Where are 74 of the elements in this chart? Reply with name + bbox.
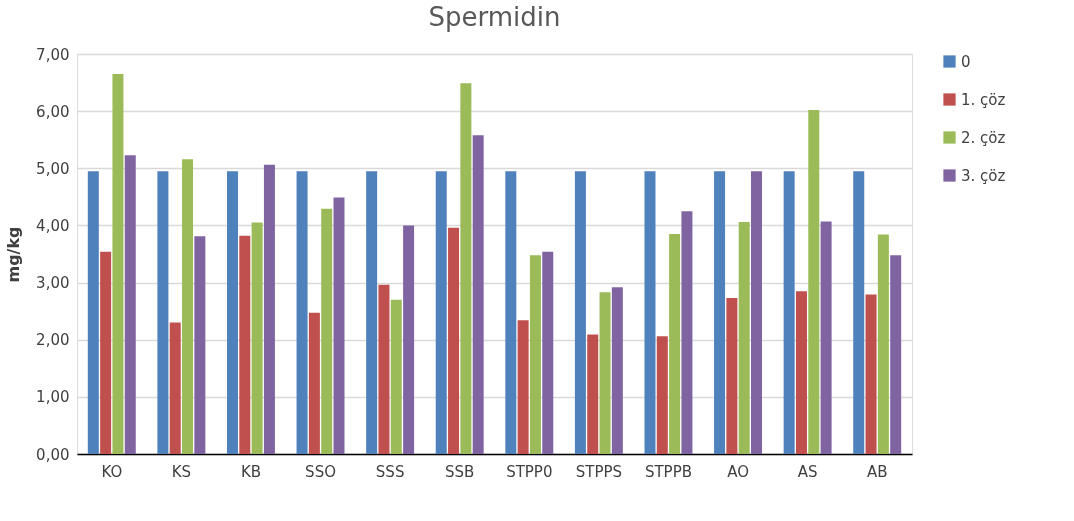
legend-label: 0: [961, 52, 971, 71]
x-tick-label: AB: [866, 462, 888, 481]
y-tick-label: 6,00: [36, 102, 70, 121]
y-tick-label: 7,00: [36, 45, 70, 64]
y-tick-label: 3,00: [36, 274, 70, 293]
bar: [808, 110, 820, 454]
bar: [239, 235, 251, 454]
bar: [263, 164, 275, 454]
bar: [542, 251, 554, 454]
bar: [157, 171, 169, 454]
x-tick-label: AS: [797, 462, 818, 481]
bar: [226, 171, 238, 454]
bar: [112, 74, 124, 454]
x-tick-label: KO: [101, 462, 123, 481]
bar: [783, 171, 795, 454]
bar: [308, 312, 320, 454]
bar: [726, 298, 738, 454]
bar: [333, 197, 345, 454]
bar: [738, 222, 750, 454]
bar: [669, 234, 681, 454]
bar: [853, 171, 865, 454]
bar: [517, 320, 529, 454]
y-tick-label: 2,00: [36, 331, 70, 350]
x-tick-label: STPP0: [506, 462, 553, 481]
x-tick-label: SSS: [375, 462, 405, 481]
x-tick-label: KB: [240, 462, 262, 481]
bar: [529, 255, 541, 454]
bar: [472, 135, 484, 454]
bar: [877, 234, 889, 454]
x-tick-label: STPPB: [644, 462, 692, 481]
bar: [820, 221, 832, 454]
y-axis-title: mg/kg: [4, 226, 24, 283]
bar: [611, 287, 623, 454]
bar: [124, 155, 136, 454]
bar: [644, 171, 656, 454]
bar: [403, 225, 415, 454]
bar: [169, 322, 181, 454]
bar: [656, 336, 668, 454]
bar: [251, 222, 263, 454]
bar: [714, 171, 726, 454]
legend-label: 2. çöz: [961, 128, 1006, 147]
bar: [87, 171, 99, 454]
bar: [587, 334, 599, 454]
x-tick-label: AO: [727, 462, 749, 481]
bar: [448, 227, 460, 454]
bar: [681, 211, 693, 454]
bar: [321, 208, 333, 454]
x-tick-label: SSB: [445, 462, 475, 481]
x-tick-label: SSO: [305, 462, 336, 481]
bar: [574, 171, 586, 454]
bar: [599, 292, 611, 454]
y-tick-label: 0,00: [36, 445, 70, 464]
bar: [890, 255, 902, 454]
bar: [390, 299, 402, 454]
bar: [182, 159, 194, 454]
bar: [505, 171, 517, 454]
legend-label: 1. çöz: [961, 90, 1006, 109]
bar: [378, 284, 390, 454]
y-tick-label: 1,00: [36, 388, 70, 407]
bar: [795, 291, 807, 454]
bar: [435, 171, 447, 454]
bar: [194, 236, 206, 454]
bar: [100, 251, 112, 454]
x-tick-label: KS: [171, 462, 192, 481]
y-tick-label: 5,00: [36, 159, 70, 178]
bar: [460, 83, 472, 454]
bar: [865, 294, 877, 454]
legend-label: 3. çöz: [961, 166, 1006, 185]
y-tick-label: 4,00: [36, 216, 70, 235]
chart-title: Spermidin: [428, 2, 561, 32]
bar: [751, 171, 763, 454]
bar: [296, 171, 308, 454]
bar: [366, 171, 378, 454]
x-tick-label: STPPS: [575, 462, 623, 481]
